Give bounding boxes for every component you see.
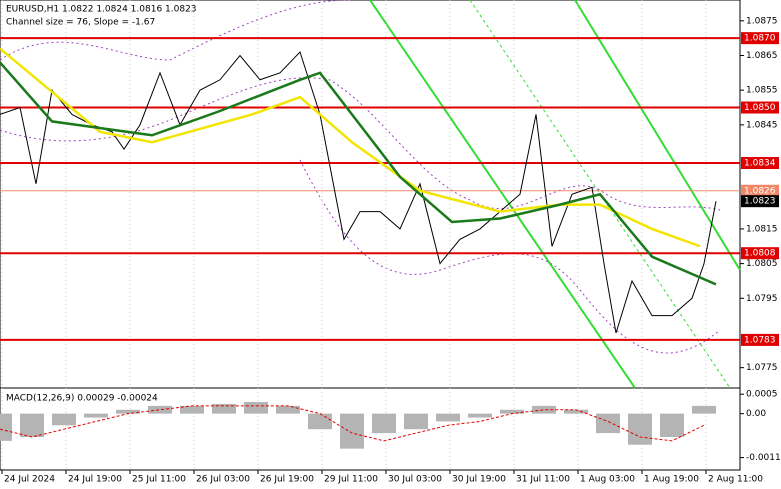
macd-bar xyxy=(660,413,684,437)
macd-bar xyxy=(340,413,364,449)
macd-bar xyxy=(244,401,268,414)
y-tick-label: 1.0845 xyxy=(746,120,778,130)
price-line xyxy=(0,47,701,248)
level-box xyxy=(741,333,779,346)
x-tick-label: 30 Jul 19:00 xyxy=(452,475,506,485)
y-tick-label: 1.0865 xyxy=(746,51,778,61)
macd-bar xyxy=(692,405,716,414)
macd-bar xyxy=(596,413,620,434)
macd-bar xyxy=(116,409,140,414)
level-label: 1.0850 xyxy=(744,103,776,113)
x-tick-label: 29 Jul 11:00 xyxy=(324,475,378,485)
price-line xyxy=(0,51,717,334)
macd-bar xyxy=(212,403,236,414)
macd-bar xyxy=(148,405,172,414)
signal-line xyxy=(0,405,705,442)
macd-bar xyxy=(276,405,300,414)
x-tick-label: 30 Jul 03:00 xyxy=(388,475,442,485)
macd-bar xyxy=(20,413,44,437)
macd-bar xyxy=(500,409,524,414)
macd-bar xyxy=(52,413,76,426)
chart-subtitle: Channel size = 76, Slope = -1.67 xyxy=(6,18,155,28)
macd-bar xyxy=(532,405,556,414)
chart-title: EURUSD,H1 1.0822 1.0824 1.0816 1.0823 xyxy=(6,5,197,15)
macd-bar xyxy=(468,413,492,418)
level-box xyxy=(741,101,779,114)
x-tick-label: 2 Aug 11:00 xyxy=(708,475,763,485)
marker-label: 1.0826 xyxy=(744,186,776,196)
macd-bar xyxy=(308,413,332,430)
x-tick-label: 1 Aug 19:00 xyxy=(644,475,699,485)
level-label: 1.0834 xyxy=(744,159,776,169)
y-tick-label: -0.00113 xyxy=(746,453,781,463)
macd-bar xyxy=(180,405,204,414)
y-tick-label: 1.0805 xyxy=(746,259,778,269)
macd-bar xyxy=(84,413,108,418)
y-tick-label: 1.0815 xyxy=(746,224,778,234)
level-label: 1.0870 xyxy=(744,34,776,44)
x-tick-label: 1 Aug 03:00 xyxy=(580,475,635,485)
price-line xyxy=(0,61,717,286)
level-label: 1.0808 xyxy=(744,249,776,259)
channel-line xyxy=(574,0,741,271)
y-tick-label: 1.0795 xyxy=(746,294,778,304)
level-box xyxy=(741,32,779,45)
y-tick-label: 0.0005 xyxy=(746,390,778,400)
macd-bar xyxy=(564,409,588,414)
macd-bar xyxy=(436,413,460,422)
y-tick-label: 1.0855 xyxy=(746,86,778,96)
level-box xyxy=(741,247,779,260)
marker-box xyxy=(741,195,779,208)
macd-bar xyxy=(0,413,12,441)
macd-title: MACD(12,26,9) 0.00029 -0.00024 xyxy=(6,394,158,404)
macd-bar xyxy=(628,413,652,445)
macd-bar xyxy=(372,413,396,434)
x-tick-label: 31 Jul 11:00 xyxy=(516,475,570,485)
y-tick-label: 0.00 xyxy=(746,409,766,419)
x-tick-label: 26 Jul 03:00 xyxy=(196,475,250,485)
x-tick-label: 26 Jul 19:00 xyxy=(260,475,314,485)
level-label: 1.0783 xyxy=(744,335,776,345)
y-tick-label: 1.0775 xyxy=(746,363,778,373)
plot-frame xyxy=(0,0,741,471)
bollinger xyxy=(0,77,721,211)
bollinger xyxy=(0,0,351,61)
marker-label: 1.0823 xyxy=(744,197,776,207)
x-tick-label: 24 Jul 19:00 xyxy=(68,475,122,485)
channel-line xyxy=(369,0,636,389)
x-tick-label: 25 Jul 11:00 xyxy=(132,475,186,485)
marker-box xyxy=(741,184,779,197)
level-box xyxy=(741,157,779,170)
macd-bar xyxy=(404,413,428,430)
x-tick-label: 24 Jul 2024 xyxy=(4,475,55,485)
y-tick-label: 1.0875 xyxy=(746,16,778,26)
